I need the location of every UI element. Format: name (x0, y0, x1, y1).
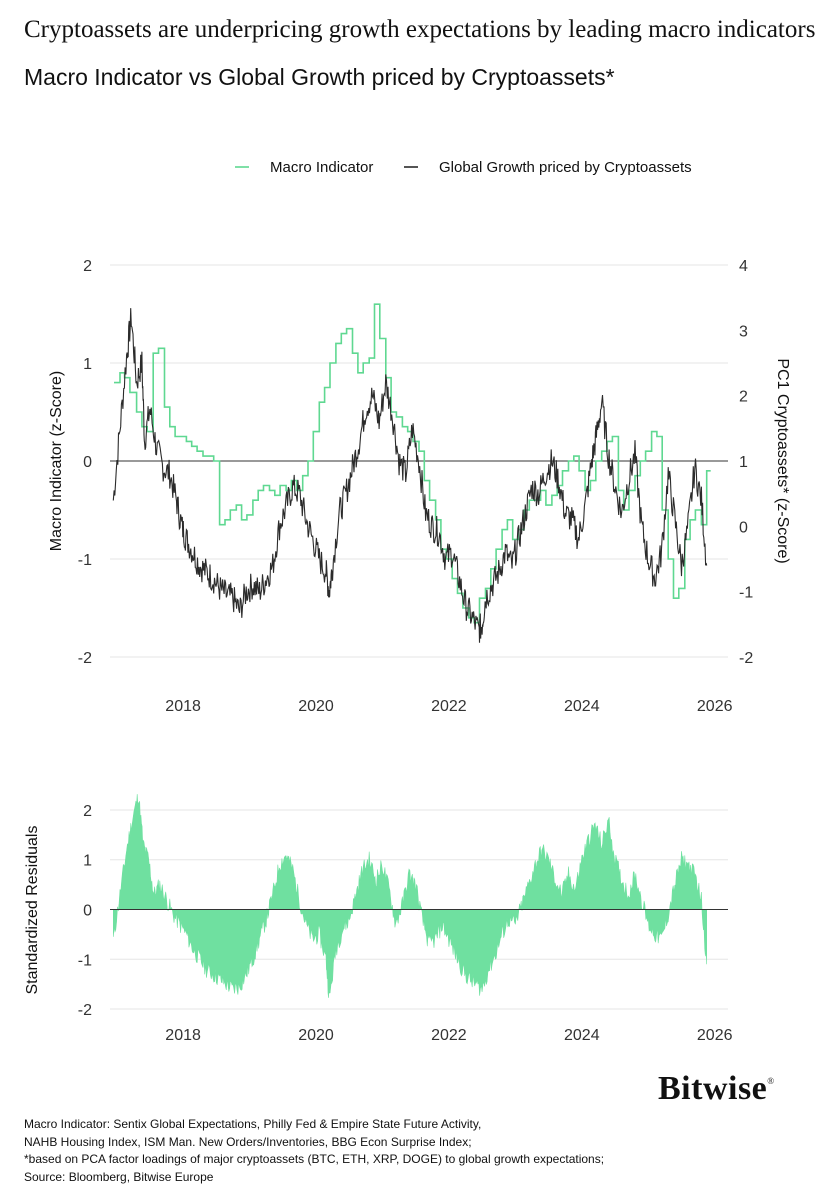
footnote-line: NAHB Housing Index, ISM Man. New Orders/… (24, 1134, 472, 1149)
main-chart-series (112, 303, 711, 643)
residual-x-tick-label: 2020 (298, 1027, 334, 1044)
main-chart-x-ticks: 2018 2020 2022 2024 2026 (165, 698, 732, 715)
y-left-tick-label: 0 (83, 454, 92, 471)
main-chart-right-ticks: 4 3 2 1 0 -1 -2 (739, 258, 753, 667)
residual-x-tick-label: 2018 (165, 1027, 201, 1044)
residual-y-tick-label: 1 (83, 853, 92, 870)
footnotes: Macro Indicator: Sentix Global Expectati… (24, 1116, 824, 1186)
residuals-area (113, 794, 707, 998)
footnote-line: Macro Indicator: Sentix Global Expectati… (24, 1117, 482, 1131)
legend-label-crypto: Global Growth priced by Cryptoassets (439, 159, 692, 176)
residuals-x-ticks: 2018 2020 2022 2024 2026 (165, 1027, 732, 1044)
legend: Macro Indicator Global Growth priced by … (235, 159, 692, 176)
residual-x-tick-label: 2024 (564, 1027, 600, 1044)
y-left-tick-label: -1 (78, 552, 92, 569)
residuals-axis-title: Standardized Residuals (24, 826, 41, 995)
y-right-tick-label: 3 (739, 323, 748, 340)
y-right-axis-title: PC1 Cryptoassets* (z-Score) (774, 358, 791, 563)
y-left-tick-label: -2 (78, 650, 92, 667)
x-tick-label: 2020 (298, 698, 334, 715)
x-tick-label: 2026 (697, 698, 733, 715)
crypto-growth-line (112, 308, 708, 643)
footnote-line: Source: Bloomberg, Bitwise Europe (24, 1169, 214, 1184)
residual-y-tick-label: 0 (83, 903, 92, 920)
residual-y-tick-label: 2 (83, 803, 92, 820)
y-right-tick-label: -2 (739, 650, 753, 667)
main-chart-left-ticks: 2 1 0 -1 -2 (78, 258, 92, 667)
y-left-tick-label: 1 (83, 356, 92, 373)
headline: Cryptoassets are underpricing growth exp… (24, 16, 816, 43)
y-right-tick-label: -1 (739, 585, 753, 602)
y-left-axis-title: Macro Indicator (z-Score) (48, 371, 65, 552)
residuals-y-ticks: 2 1 0 -1 -2 (78, 803, 92, 1019)
y-left-tick-label: 2 (83, 258, 92, 275)
x-tick-label: 2024 (564, 698, 600, 715)
macro-indicator-line (114, 303, 711, 624)
brand-name: Bitwise (658, 1070, 768, 1107)
x-tick-label: 2022 (431, 698, 467, 715)
residual-y-tick-label: -1 (78, 952, 92, 969)
bitwise-logo: Bitwise® (658, 1070, 775, 1108)
residual-y-tick-label: -2 (78, 1002, 92, 1019)
y-right-tick-label: 0 (739, 519, 748, 536)
y-right-tick-label: 4 (739, 258, 748, 275)
x-tick-label: 2018 (165, 698, 201, 715)
y-right-tick-label: 1 (739, 454, 748, 471)
legend-label-macro: Macro Indicator (270, 159, 373, 176)
residuals-series (110, 794, 728, 998)
y-right-tick-label: 2 (739, 389, 748, 406)
residual-x-tick-label: 2026 (697, 1027, 733, 1044)
brand-mark: ® (767, 1076, 775, 1086)
residual-x-tick-label: 2022 (431, 1027, 467, 1044)
footnote-line: *based on PCA factor loadings of major c… (24, 1152, 605, 1166)
chart-subtitle: Macro Indicator vs Global Growth priced … (24, 64, 615, 90)
